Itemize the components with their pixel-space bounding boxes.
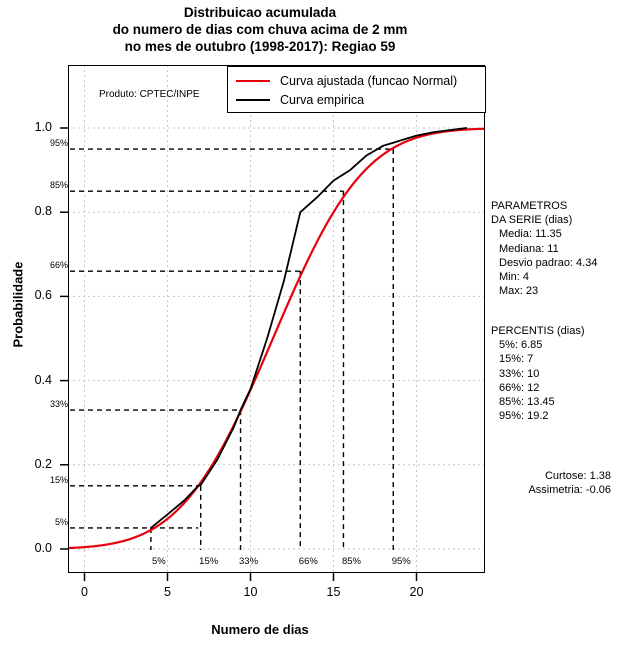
legend-label-empirical: Curva empirica: [280, 93, 365, 107]
percentil-85: 85%: 13.45: [499, 396, 555, 409]
plot-area: [68, 65, 485, 573]
parameters-heading-line-2: DA SERIE (dias): [491, 214, 573, 227]
y-tick-label: 0.8: [34, 204, 52, 219]
legend-swatch-fitted: [236, 80, 270, 82]
moment-assimetria: Assimetria: -0.06: [528, 484, 611, 497]
percentil-95: 95%: 19.2: [499, 410, 549, 423]
legend-swatch-empirical: [236, 99, 270, 101]
percentile-y-label: 15%: [49, 474, 68, 485]
percentil-66: 66%: 12: [499, 381, 540, 394]
y-axis-title: Probabilidade: [10, 261, 26, 348]
y-tick-label: 0.6: [34, 288, 52, 303]
y-tick-label: 0.0: [34, 541, 52, 555]
legend-item-empirical: Curva empirica: [236, 90, 364, 110]
moments-block: Curtose: 1.38 Assimetria: -0.06: [491, 469, 611, 497]
chart-title: Distribuicao acumulada do numero de dias…: [0, 4, 520, 55]
parameters-heading-line-1: PARAMETROS: [491, 200, 568, 212]
percentile-y-label: 5%: [54, 516, 68, 527]
y-tick-label: 0.2: [34, 456, 52, 471]
percentil-33: 33%: 10: [499, 367, 540, 380]
x-tick-label: 5: [164, 585, 171, 599]
x-tick-label: 15: [326, 585, 341, 599]
legend-item-fitted: Curva ajustada (funcao Normal): [236, 71, 457, 91]
percentile-x-label: 5%: [152, 556, 166, 567]
percentile-y-label: 66%: [49, 260, 68, 271]
x-tick-label: 20: [409, 585, 424, 599]
parameter-max: Max: 23: [499, 285, 539, 298]
percentile-y-label: 33%: [49, 399, 68, 410]
x-axis-title: Numero de dias: [211, 622, 309, 637]
percentile-x-label: 66%: [298, 556, 318, 567]
legend-label-fitted: Curva ajustada (funcao Normal): [280, 74, 458, 88]
percentile-x-label: 33%: [239, 556, 259, 567]
title-line-3: no mes de outubro (1998-2017): Regiao 59: [124, 39, 396, 54]
y-tick-label: 1.0: [34, 120, 52, 134]
percentil-15: 15%: 7: [499, 353, 534, 366]
y-tick-label: 0.4: [34, 372, 52, 387]
x-tick-label: 0: [81, 585, 88, 599]
percentile-x-label: 15%: [199, 556, 219, 567]
moment-curtose: Curtose: 1.38: [544, 470, 611, 482]
legend: Curva ajustada (funcao Normal) Curva emp…: [227, 66, 486, 113]
parameter-mediana: Mediana: 11: [499, 242, 559, 255]
parameter-desvio-padrao: Desvio padrao: 4.34: [499, 256, 598, 269]
percentile-y-label: 85%: [49, 180, 68, 191]
parameter-min: Min: 4: [499, 271, 529, 284]
percentil-5: 5%: 6.85: [499, 339, 543, 352]
title-line-2: do numero de dias com chuva acima de 2 m…: [112, 22, 408, 37]
percentis-heading: PERCENTIS (dias): [491, 325, 585, 337]
producer-note: Produto: CPTEC/INPE: [99, 89, 200, 100]
percentile-y-label: 95%: [49, 138, 68, 149]
percentile-x-label: 85%: [341, 556, 361, 567]
percentis-block: PERCENTIS (dias) 5%: 6.85 15%: 7 33%: 10…: [491, 324, 585, 423]
title-line-1: Distribuicao acumulada: [183, 5, 337, 20]
percentile-x-label: 95%: [391, 556, 411, 567]
parameter-media: Media: 11.35: [499, 228, 562, 241]
x-tick-label: 10: [243, 585, 258, 599]
parameters-block: PARAMETROS DA SERIE (dias) Media: 11.35 …: [491, 199, 597, 298]
